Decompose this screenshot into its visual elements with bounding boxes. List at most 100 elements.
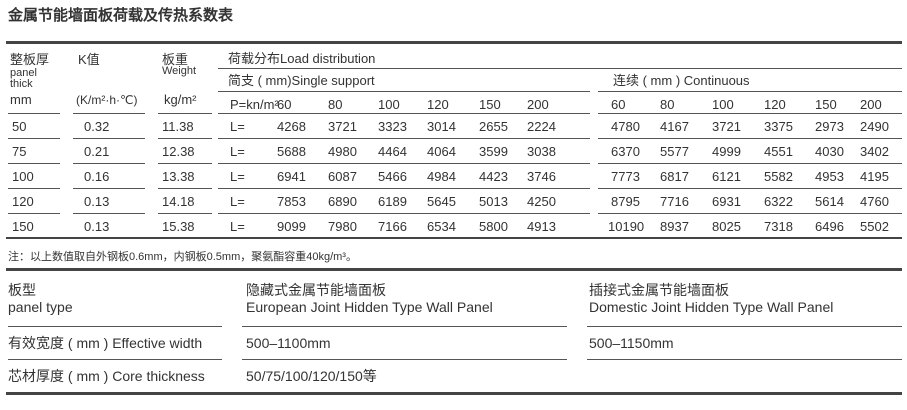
divider bbox=[6, 237, 902, 239]
divider bbox=[8, 188, 60, 189]
type-en: panel type bbox=[8, 299, 73, 315]
cell-single: 3323 bbox=[378, 119, 407, 134]
divider bbox=[73, 213, 145, 214]
cell-k: 0.13 bbox=[84, 194, 110, 209]
divider bbox=[8, 138, 60, 139]
cell-single: 4250 bbox=[527, 194, 556, 209]
cell-continuous: 3375 bbox=[764, 119, 793, 134]
divider bbox=[218, 213, 590, 214]
cell-single: 5800 bbox=[479, 219, 508, 234]
cell-continuous: 8025 bbox=[712, 219, 741, 234]
divider bbox=[587, 326, 902, 327]
cell-continuous: 6496 bbox=[815, 219, 844, 234]
cell-thick: 100 bbox=[12, 169, 34, 184]
divider bbox=[8, 163, 60, 164]
cell-single: 6189 bbox=[378, 194, 407, 209]
cell-continuous: 8795 bbox=[611, 194, 640, 209]
eu-en: European Joint Hidden Type Wall Panel bbox=[246, 299, 493, 315]
divider bbox=[218, 113, 590, 114]
header-continuous: 连续 ( mm ) Continuous bbox=[613, 73, 750, 88]
header-thick-cn: 整板厚 bbox=[10, 52, 50, 67]
cell-l: L= bbox=[230, 144, 245, 159]
cell-single: 2655 bbox=[479, 119, 508, 134]
cell-continuous: 6121 bbox=[712, 169, 741, 184]
span-header: 60 bbox=[277, 97, 292, 112]
cell-single: 7166 bbox=[378, 219, 407, 234]
cell-continuous: 4551 bbox=[764, 144, 793, 159]
cell-k: 0.16 bbox=[84, 169, 110, 184]
cell-single: 4913 bbox=[527, 219, 556, 234]
header-weight-en: Weight bbox=[162, 65, 197, 77]
divider bbox=[242, 359, 567, 360]
divider bbox=[242, 326, 567, 327]
header-weight-unit: kg/m² bbox=[164, 92, 197, 107]
width-eu: 500–1100mm bbox=[246, 335, 331, 351]
cell-single: 7853 bbox=[277, 194, 306, 209]
divider bbox=[598, 213, 902, 214]
divider bbox=[6, 392, 902, 395]
cell-single: 5013 bbox=[479, 194, 508, 209]
cell-l: L= bbox=[230, 119, 245, 134]
cell-continuous: 7716 bbox=[660, 194, 689, 209]
cell-thick: 50 bbox=[12, 119, 27, 134]
divider bbox=[6, 268, 902, 271]
cell-continuous: 6931 bbox=[712, 194, 741, 209]
cell-single: 4268 bbox=[277, 119, 306, 134]
cell-continuous: 3721 bbox=[712, 119, 741, 134]
cell-k: 0.21 bbox=[84, 144, 110, 159]
divider bbox=[598, 113, 902, 114]
cell-continuous: 5582 bbox=[764, 169, 793, 184]
page-title: 金属节能墙面板荷载及传热系数表 bbox=[8, 7, 234, 24]
cell-continuous: 6817 bbox=[660, 169, 689, 184]
cell-weight: 14.18 bbox=[162, 194, 195, 209]
divider bbox=[218, 138, 590, 139]
cell-continuous: 7318 bbox=[764, 219, 793, 234]
cell-k: 0.13 bbox=[84, 219, 110, 234]
cell-k: 0.32 bbox=[84, 119, 110, 134]
divider bbox=[73, 138, 145, 139]
cell-continuous: 2973 bbox=[815, 119, 844, 134]
divider bbox=[73, 188, 145, 189]
cell-weight: 13.38 bbox=[162, 169, 195, 184]
dom-en: Domestic Joint Hidden Type Wall Panel bbox=[589, 299, 834, 315]
cell-single: 4980 bbox=[328, 144, 357, 159]
cell-single: 3014 bbox=[427, 119, 456, 134]
divider bbox=[158, 113, 212, 114]
header-thick-en2: thick bbox=[10, 78, 33, 90]
header-single: 简支 ( mm)Single support bbox=[228, 73, 375, 88]
cell-single: 5466 bbox=[378, 169, 407, 184]
divider bbox=[598, 163, 902, 164]
cell-continuous: 4780 bbox=[611, 119, 640, 134]
cell-continuous: 10190 bbox=[608, 219, 645, 234]
divider bbox=[6, 41, 902, 44]
divider bbox=[158, 163, 212, 164]
divider bbox=[158, 188, 212, 189]
cell-weight: 12.38 bbox=[162, 144, 195, 159]
cell-thick: 75 bbox=[12, 144, 27, 159]
header-weight-cn: 板重 bbox=[162, 52, 189, 67]
cell-single: 4423 bbox=[479, 169, 508, 184]
cell-continuous: 5614 bbox=[815, 194, 844, 209]
cell-continuous: 6370 bbox=[611, 144, 640, 159]
cell-continuous: 8937 bbox=[660, 219, 689, 234]
divider bbox=[73, 163, 145, 164]
cell-thick: 120 bbox=[12, 194, 34, 209]
divider bbox=[158, 138, 212, 139]
type-cn: 板型 bbox=[8, 282, 36, 298]
divider bbox=[218, 91, 590, 92]
divider bbox=[587, 359, 902, 360]
divider bbox=[218, 163, 590, 164]
header-p: P=kn/m² bbox=[230, 97, 279, 112]
span-header: 200 bbox=[860, 97, 882, 112]
divider bbox=[158, 213, 212, 214]
cell-continuous: 5577 bbox=[660, 144, 689, 159]
cell-single: 3746 bbox=[527, 169, 556, 184]
cell-single: 4064 bbox=[427, 144, 456, 159]
divider bbox=[598, 138, 902, 139]
width-dom: 500–1150mm bbox=[589, 335, 674, 351]
cell-single: 4464 bbox=[378, 144, 407, 159]
cell-continuous: 2490 bbox=[860, 119, 889, 134]
cell-l: L= bbox=[230, 219, 245, 234]
span-header: 200 bbox=[527, 97, 549, 112]
